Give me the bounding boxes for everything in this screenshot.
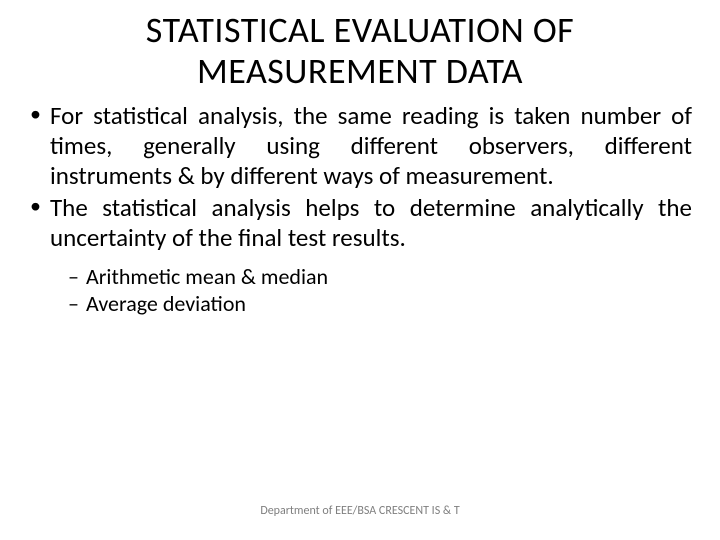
sub-bullet-text: Arithmetic mean & median (86, 263, 328, 290)
bullet-text: For statistical analysis, the same readi… (50, 100, 692, 191)
sub-bullet-list: Arithmetic mean & median Average deviati… (28, 263, 692, 318)
title-line-1: STATISTICAL EVALUATION OF (146, 8, 574, 52)
sub-bullet-text: Average deviation (86, 290, 246, 317)
slide-footer: Department of EEE/BSA CRESCENT IS & T (0, 504, 720, 518)
slide-title: STATISTICAL EVALUATION OF MEASUREMENT DA… (0, 0, 720, 101)
sub-bullet-item: Arithmetic mean & median (68, 263, 692, 291)
main-bullet-list: For statistical analysis, the same readi… (28, 101, 692, 253)
footer-text: Department of EEE/BSA CRESCENT IS & T (260, 504, 459, 518)
title-line-2: MEASUREMENT DATA (197, 49, 523, 93)
bullet-item: For statistical analysis, the same readi… (28, 101, 692, 191)
bullet-text: The statistical analysis helps to determ… (50, 192, 692, 253)
bullet-item: The statistical analysis helps to determ… (28, 193, 692, 253)
sub-bullet-item: Average deviation (68, 290, 692, 318)
slide-content: For statistical analysis, the same readi… (0, 101, 720, 318)
